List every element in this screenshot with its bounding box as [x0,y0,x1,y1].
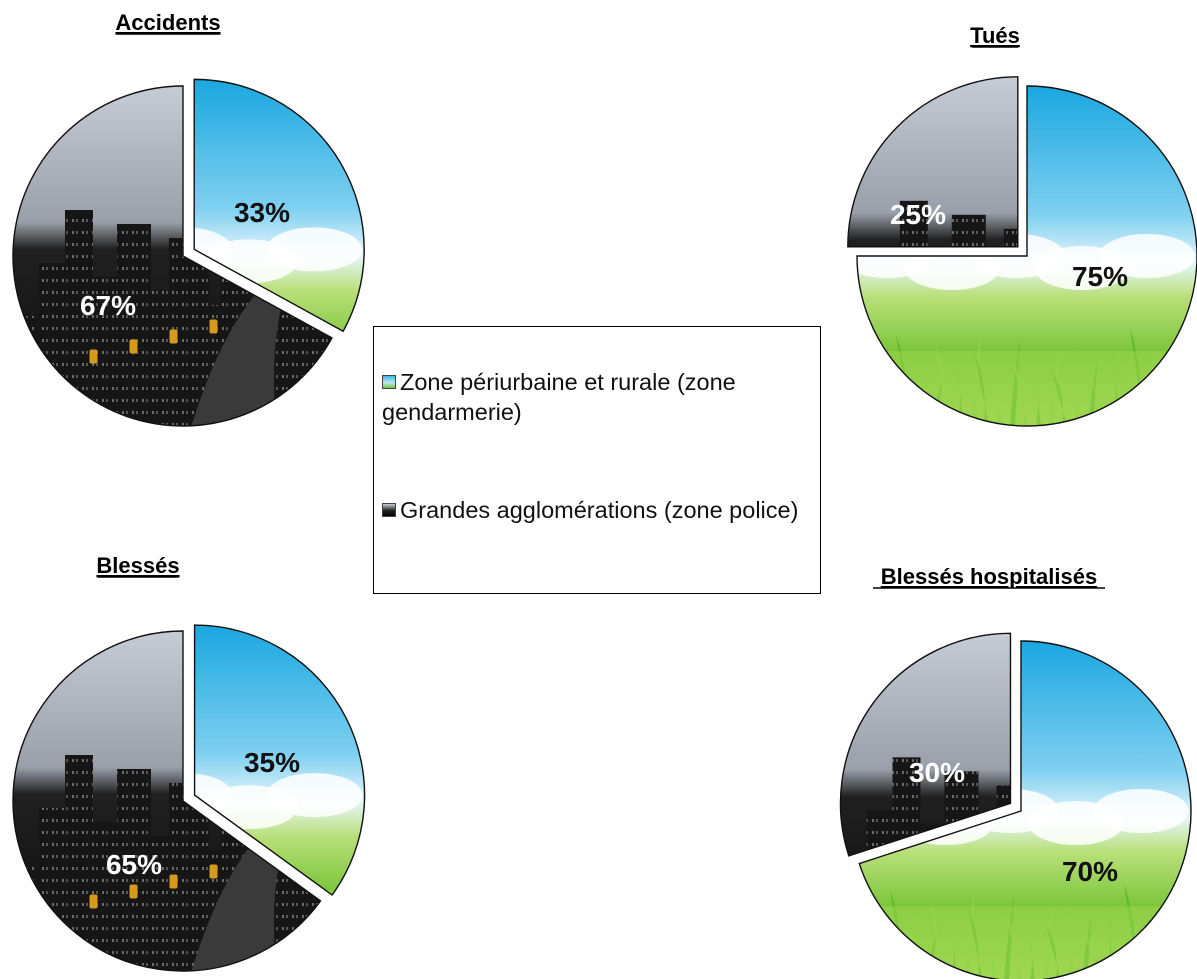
sky-grass-swatch-icon [382,375,396,389]
city-night-swatch-icon [382,503,396,517]
pie-slice-label-urban: 67% [80,290,136,321]
pie-slice-label-rural: 35% [244,747,300,778]
legend-label-urban: Grandes agglomérations (zone police) [400,497,799,523]
pie-chart-4: Blessés hospitalisés 30% 70% [839,564,1192,979]
pie-title: Tués [970,23,1020,48]
pie-title: Blessés [96,553,179,578]
legend-item-rural: Zone périurbaine et rurale (zone gendarm… [382,367,810,427]
pie-slice-label-urban: 25% [890,199,946,230]
legend-item-urban: Grandes agglomérations (zone police) [382,495,810,525]
pie-slice-label-urban: 65% [106,849,162,880]
pie-slice-label-rural: 33% [234,197,290,228]
pie-slice-urban: 30% [839,632,1012,857]
pie-slice-label-rural: 75% [1072,261,1128,292]
pie-chart-2: Tués 25% 75% [847,23,1197,427]
legend: Zone périurbaine et rurale (zone gendarm… [373,326,821,594]
pie-chart-3: Blessés 65% 35% [12,553,366,972]
pie-slice-label-rural: 70% [1062,856,1118,887]
pie-title: Accidents [115,10,220,35]
pie-title: Blessés hospitalisés [881,564,1097,589]
pie-chart-1: Accidents 67% 33% [12,10,365,427]
pie-slice-label-urban: 30% [909,757,965,788]
legend-label-rural: Zone périurbaine et rurale (zone gendarm… [382,369,736,425]
